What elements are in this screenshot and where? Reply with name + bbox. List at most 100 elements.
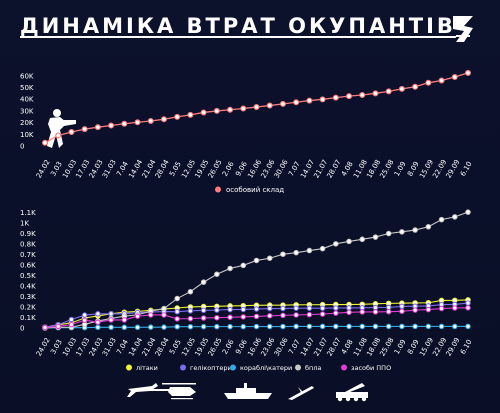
ships-point: [200, 323, 207, 330]
legend-label-air-defense: засоби ППО: [351, 364, 391, 372]
ships-point: [174, 323, 180, 330]
x-tick-label: 28.07: [326, 158, 343, 179]
ships-point: [108, 324, 114, 331]
legend-label-ships: кораблі\катери: [240, 364, 292, 372]
logo-icon: [453, 16, 473, 42]
legend-marker-helicopters: [180, 364, 186, 371]
personnel-point: [359, 91, 366, 98]
x-tick-label: 25.08: [378, 336, 395, 357]
air-defense-point: [266, 313, 273, 319]
air-defense-point: [121, 317, 128, 323]
helicopters-point: [253, 306, 260, 312]
personnel-point: [200, 109, 207, 116]
helicopters-point: [372, 304, 379, 311]
air-defense-point: [81, 317, 88, 323]
drones-point: [200, 279, 207, 285]
air-defense-point: [412, 307, 418, 313]
y-tick-label: 50K: [20, 84, 34, 92]
air-defense-point: [359, 309, 365, 315]
legend-label-drones: бпла: [305, 364, 321, 372]
drones-point: [240, 262, 247, 269]
x-tick-label: 28.07: [326, 336, 343, 357]
x-tick-label: 28.04: [154, 158, 171, 180]
personnel-point: [187, 111, 194, 118]
helicopters-point: [227, 306, 233, 313]
personnel-point: [81, 126, 88, 133]
drones-point: [372, 234, 379, 240]
x-tick-label: 25.08: [378, 158, 395, 179]
air-defense-point: [399, 308, 405, 315]
helicopters-point: [399, 303, 405, 310]
air-defense-point: [385, 308, 392, 315]
helicopters-point: [68, 316, 75, 323]
y-tick-label: 0: [20, 325, 24, 333]
air-defense-point: [465, 305, 471, 311]
helicopters-point: [95, 311, 101, 317]
helicopter-icon: [150, 383, 196, 400]
air-defense-point: [240, 314, 247, 320]
drone-icon: [288, 386, 314, 400]
legend-label-helicopters: гелікоптери: [190, 364, 232, 372]
y-tick-label: 0.9K: [20, 230, 36, 238]
drones-point: [227, 265, 233, 272]
y-tick-label: 30K: [20, 107, 34, 115]
air-defense-point: [253, 313, 260, 320]
air-defense-point: [42, 324, 48, 331]
drones-point: [174, 295, 180, 302]
air-defense-point: [148, 312, 154, 318]
personnel-point: [94, 124, 101, 131]
helicopters-point: [81, 312, 88, 318]
helicopters-point: [306, 305, 313, 311]
helicopters-point: [385, 304, 392, 311]
air-defense-point: [227, 314, 233, 321]
equipment-chart: 0 0.1K 0.2K 0.3K 0.4K 0.5K 0.6K 0.7K 0.8K 0.9K 1K 1…: [20, 209, 474, 402]
y-tick-label: 10K: [20, 131, 34, 139]
air-defense-point: [214, 314, 220, 321]
helicopters-point: [108, 311, 114, 317]
helicopters-point: [214, 307, 220, 313]
ships-point: [95, 324, 101, 331]
drones-point: [333, 241, 339, 247]
personnel-point: [41, 139, 48, 146]
ships-point: [452, 323, 458, 330]
x-tick-label: 26.05: [207, 336, 224, 357]
ships-point: [293, 323, 299, 330]
air-defense-point: [55, 323, 61, 330]
drones-point: [214, 271, 220, 277]
drones-point: [452, 214, 458, 220]
helicopters-point: [465, 300, 471, 306]
personnel-point: [279, 100, 286, 107]
personnel-point: [398, 85, 405, 92]
air-defense-point: [95, 319, 101, 325]
air-defense-point: [293, 312, 299, 318]
ships-point: [214, 323, 220, 330]
ships-point: [121, 324, 128, 331]
personnel-point: [319, 96, 326, 103]
air-defense-point: [161, 312, 167, 318]
y-tick-label: 0: [20, 143, 24, 151]
y-tick-label: 0.7K: [20, 251, 36, 259]
ships-point: [148, 324, 154, 330]
y-tick-label: 20K: [20, 119, 34, 127]
x-tick-label: 30.06: [273, 158, 290, 180]
drones-point: [161, 305, 167, 312]
y-tick-label: 0.8K: [20, 240, 36, 248]
x-tick-label: 24.02: [35, 336, 52, 357]
personnel-point: [108, 122, 115, 129]
air-defense-point: [200, 315, 207, 321]
ships-point: [372, 323, 379, 330]
drones-point: [319, 245, 326, 252]
drones-point: [346, 238, 352, 245]
ships-point: [465, 323, 471, 330]
drones-point: [187, 288, 194, 295]
drones-point: [280, 251, 286, 257]
y-tick-label: 0.1K: [20, 314, 36, 322]
ships-point: [359, 323, 365, 330]
personnel-point: [372, 90, 379, 97]
personnel-point: [68, 128, 75, 135]
personnel-point: [174, 113, 181, 120]
personnel-point: [213, 107, 220, 114]
y-tick-label: 0.4K: [20, 282, 36, 290]
air-defense-icon: [336, 383, 368, 402]
plane-icon: [127, 383, 158, 397]
